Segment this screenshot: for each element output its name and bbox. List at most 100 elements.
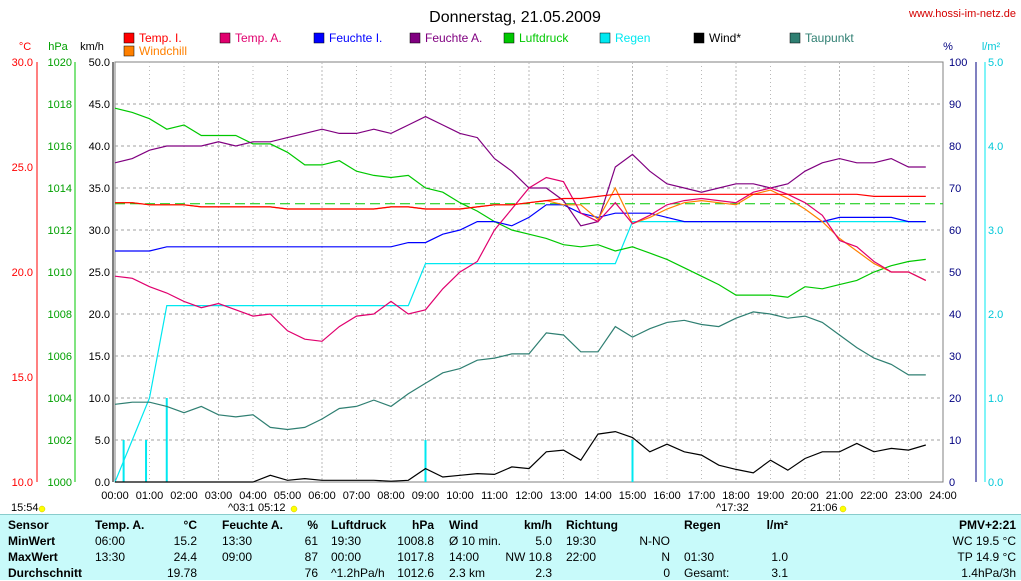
table-cell: TP 14.9 °C [957, 550, 1016, 564]
grid [36, 61, 986, 483]
rain-tick-label: 5.0 [988, 57, 1003, 69]
temp-tick-label: 30.0 [12, 57, 33, 69]
temp-tick-label: 15.0 [12, 372, 33, 384]
left-unit-label: hPa [48, 41, 68, 53]
legend-swatch [219, 32, 231, 44]
table-cell: 3.1 [771, 566, 788, 580]
time-tick-label: 01:00 [136, 490, 164, 502]
table-cell: Durchschnitt [8, 566, 83, 580]
table-cell: % [307, 518, 318, 532]
table-cell: 2.3 [535, 566, 552, 580]
table-cell: hPa [411, 518, 434, 532]
marker-dot [290, 505, 298, 513]
legend-swatch [123, 45, 135, 57]
time-tick-label: 13:00 [550, 490, 578, 502]
rain-bar [424, 440, 427, 482]
legend-label: Feuchte I. [329, 31, 382, 45]
table-cell: 19:30 [331, 534, 362, 548]
table-cell: Ø 10 min. [449, 534, 502, 548]
legend: Temp. I. Temp. A. Feuchte I. Feuchte A. Luft… [123, 31, 854, 58]
wind-tick-label: 25.0 [89, 267, 110, 279]
left-unit-label: °C [19, 41, 31, 53]
wind-tick-label: 40.0 [89, 141, 110, 153]
pressure-tick-label: 1018 [48, 99, 72, 111]
rain-tick-label: 0.0 [988, 477, 1003, 489]
rain-bar [631, 440, 634, 482]
table-cell: 15.2 [173, 534, 197, 548]
pressure-tick-label: 1006 [48, 351, 72, 363]
wind-tick-label: 15.0 [89, 351, 110, 363]
table-cell: 1008.8 [397, 534, 434, 548]
rain-bar [145, 440, 148, 482]
table-cell: 1.0 [771, 550, 788, 564]
series-line-temp-i [115, 193, 926, 210]
table-cell: 13:30 [222, 534, 253, 548]
time-tick-label: 19:00 [757, 490, 785, 502]
series-line-feuchte-a [114, 115, 926, 227]
legend-label: Temp. I. [139, 31, 182, 45]
humidity-tick-label: 90 [949, 99, 961, 111]
rain-tick-label: 3.0 [988, 225, 1003, 237]
table-cell: 13:30 [95, 550, 126, 564]
pressure-tick-label: 1000 [48, 477, 72, 489]
temp-tick-label: 10.0 [12, 477, 33, 489]
table-cell: 61 [304, 534, 318, 548]
legend-swatch [123, 32, 135, 44]
pressure-tick-label: 1014 [48, 183, 72, 195]
table-cell: 24.4 [173, 550, 197, 564]
table-cell: Luftdruck [331, 518, 387, 532]
pressure-tick-label: 1008 [48, 309, 72, 321]
legend-label: Windchill [139, 44, 187, 58]
marker-dot [839, 505, 847, 513]
pressure-tick-label: 1012 [48, 225, 72, 237]
series-line-taupunkt [114, 311, 926, 431]
table-cell: km/h [523, 518, 552, 532]
temp-tick-label: 20.0 [12, 267, 33, 279]
pressure-tick-label: 1002 [48, 435, 72, 447]
wind-tick-label: 0.0 [95, 477, 110, 489]
humidity-tick-label: 0 [949, 477, 955, 489]
temp-tick-label: 25.0 [12, 162, 33, 174]
humidity-tick-label: 70 [949, 183, 961, 195]
right-unit-label: l/m² [982, 41, 1001, 53]
humidity-tick-label: 10 [949, 435, 961, 447]
time-tick-label: 09:00 [412, 490, 440, 502]
table-cell: Regen [684, 518, 721, 532]
table-cell: PMV+2:21 [958, 518, 1016, 532]
pressure-tick-label: 1010 [48, 267, 72, 279]
series-line-regen [114, 221, 926, 483]
legend-swatch [789, 32, 801, 44]
table-cell: N [661, 550, 670, 564]
table-cell: 19.78 [166, 566, 197, 580]
time-tick-label: 10:00 [446, 490, 474, 502]
time-tick-label: 24:00 [929, 490, 957, 502]
legend-swatch [693, 32, 705, 44]
table-cell: WC 19.5 °C [952, 534, 1016, 548]
table-cell: 76 [304, 566, 318, 580]
chart-title: Donnerstag, 21.05.2009 [429, 9, 601, 26]
table-cell: °C [183, 518, 197, 532]
time-tick-label: 14:00 [584, 490, 612, 502]
time-annotations: 15:54 ^03:1 05:12 ^17:32 21:06 [11, 502, 847, 514]
time-tick-label: 11:00 [481, 490, 508, 502]
left-unit-label: km/h [80, 41, 104, 53]
table-cell: MinWert [8, 534, 56, 548]
legend-label: Regen [615, 31, 650, 45]
time-tick-label: 12:00 [515, 490, 543, 502]
humidity-tick-label: 80 [949, 141, 961, 153]
series-line-feuchte-i [115, 204, 926, 252]
humidity-tick-label: 60 [949, 225, 961, 237]
legend-label: Temp. A. [235, 31, 282, 45]
table-cell: 14:00 [449, 550, 480, 564]
table-cell: 00:00 [331, 550, 362, 564]
table-cell: Feuchte A. [222, 518, 283, 532]
table-cell: ^1.2hPa/h [331, 566, 385, 580]
table-cell: 1.4hPa/3h [961, 566, 1016, 580]
pressure-tick-label: 1016 [48, 141, 72, 153]
legend-label: Luftdruck [519, 31, 569, 45]
axis-units: °C hPa km/h% l/m² [19, 41, 1001, 53]
rain-bar [165, 398, 168, 482]
time-tick-label: 23:00 [895, 490, 923, 502]
table-cell: 19:30 [566, 534, 597, 548]
time-annotation: 05:12 [258, 502, 286, 514]
